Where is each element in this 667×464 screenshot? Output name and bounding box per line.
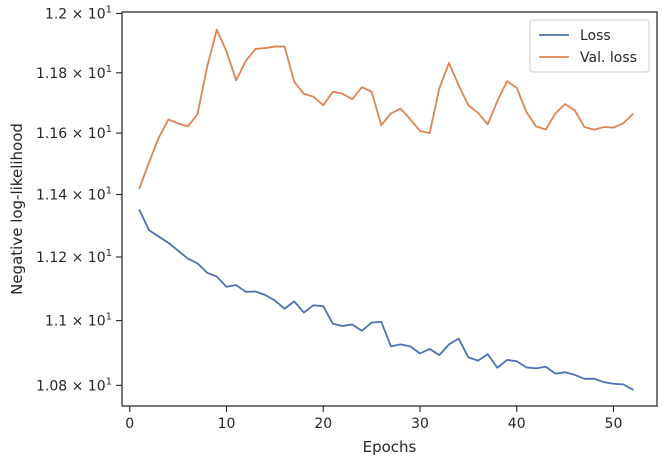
y-tick-label: 1.14 × 101 (36, 186, 112, 204)
x-tick-label: 50 (605, 416, 623, 432)
plot-frame (121, 11, 658, 407)
y-axis-label: Negative log-likelihood (8, 123, 26, 295)
y-axis: 1.08 × 101 1.1 × 101 1.12 × 101 1.14 × 101 1… (36, 4, 122, 394)
x-axis-label: Epochs (363, 438, 417, 456)
x-tick-label: 30 (411, 416, 429, 432)
x-tick-label: 40 (508, 416, 526, 432)
legend: Loss Val. loss (529, 19, 650, 73)
y-tick-label: 1.2 × 101 (45, 4, 112, 22)
legend-label-val-loss: Val. loss (580, 50, 637, 66)
y-tick-label: 1.1 × 101 (45, 312, 112, 330)
y-tick-label: 1.16 × 101 (36, 124, 112, 142)
x-tick-label: 20 (314, 416, 332, 432)
x-tick-label: 0 (125, 416, 134, 432)
series-line-loss (138, 209, 634, 391)
legend-box (529, 19, 650, 73)
legend-label-loss: Loss (580, 28, 611, 44)
y-tick-label: 1.08 × 101 (36, 376, 112, 394)
series-line-val-loss (138, 28, 634, 190)
y-tick-label: 1.18 × 101 (36, 64, 112, 82)
x-tick-label: 10 (218, 416, 236, 432)
x-axis: 0 10 20 30 40 50 (125, 406, 622, 432)
y-tick-label: 1.12 × 101 (36, 248, 112, 266)
